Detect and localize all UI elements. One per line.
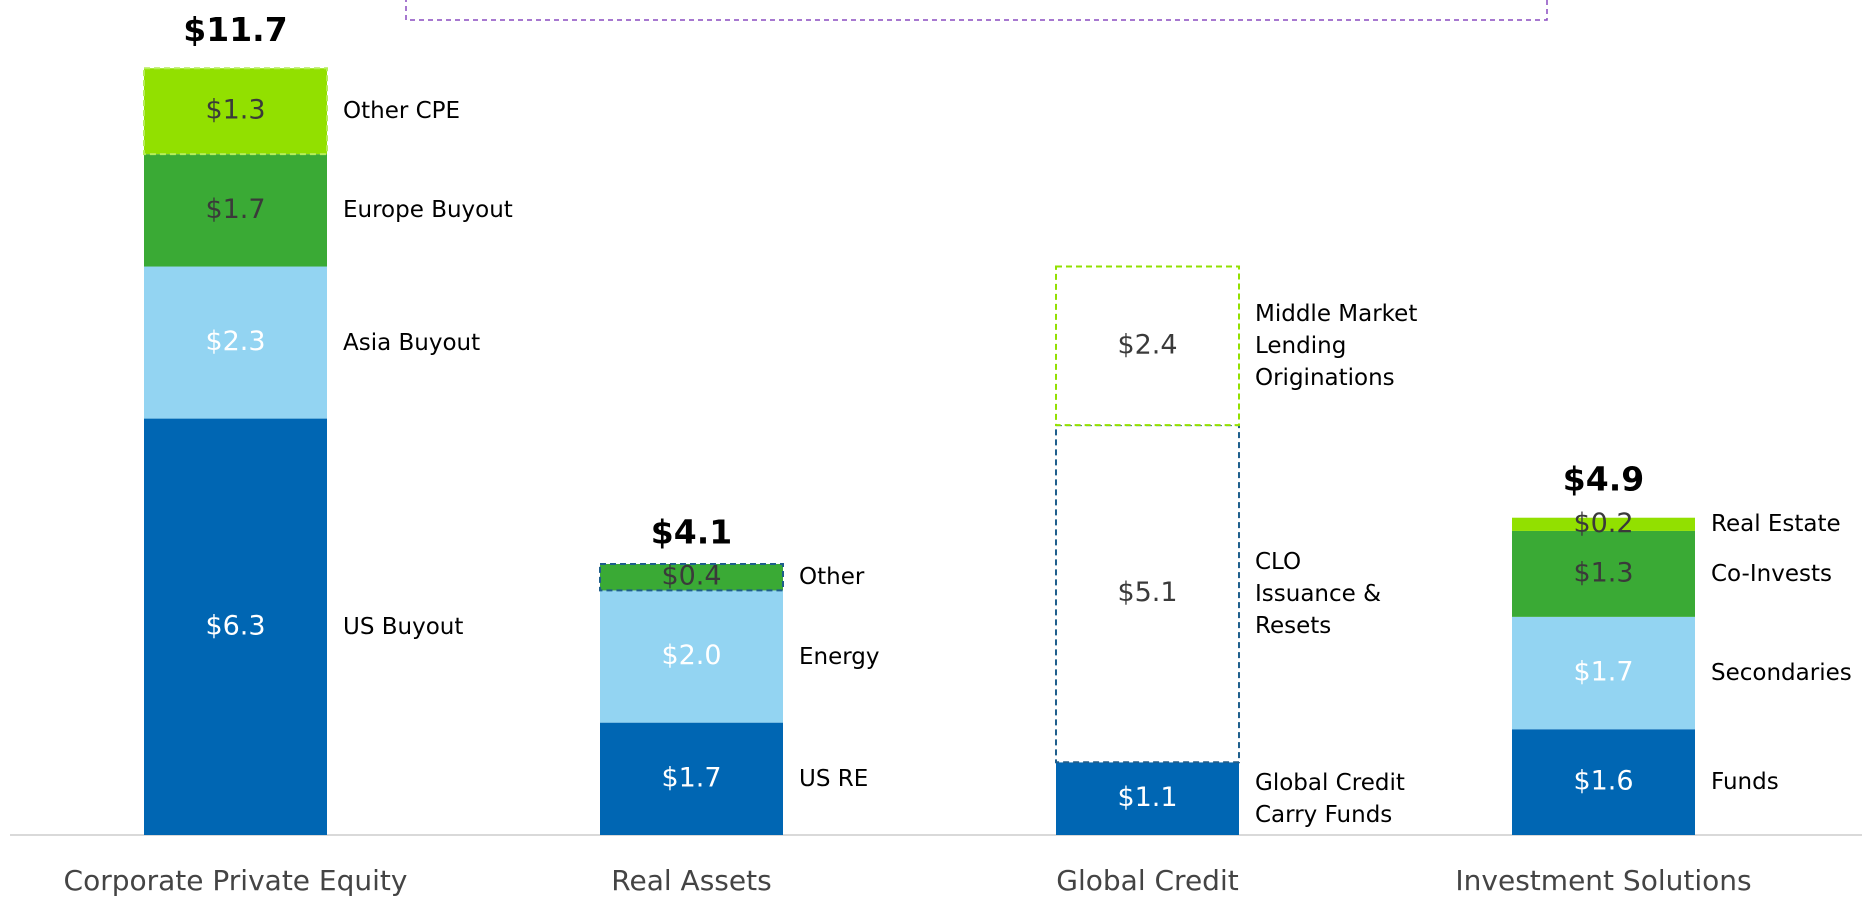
value-label: $0.2 (1573, 508, 1633, 539)
value-label: $1.7 (1573, 657, 1633, 688)
value-label: $1.1 (1117, 782, 1177, 813)
value-label: $1.3 (1573, 557, 1633, 588)
segment-name-box: Secondaries (1711, 660, 1852, 687)
segment-name: US Buyout (343, 613, 464, 640)
bar-segment (1056, 762, 1239, 835)
x-tick-label: Global Credit (1056, 864, 1238, 897)
segment-name: Global Credit Carry Funds (1255, 769, 1405, 828)
value-label: $1.6 (1573, 766, 1633, 797)
value-label: $1.7 (661, 762, 721, 793)
title-box (405, 0, 1548, 21)
x-tick-label: Real Assets (611, 864, 771, 897)
bar-segment (600, 590, 783, 723)
bar-segment (599, 562, 784, 592)
total-label: $11.7 (183, 10, 287, 49)
value-label: $6.3 (205, 610, 265, 641)
segment-name-box: Other CPE (343, 98, 461, 125)
segment-name-box: Other (799, 564, 865, 591)
bar-segment (1512, 517, 1695, 531)
value-label: $2.3 (205, 326, 265, 357)
segment-name: Middle Market Lending Originations (1255, 300, 1418, 391)
segment-name-box: Co-Invests (1711, 560, 1832, 587)
bar-segment (1512, 616, 1695, 730)
value-label: $5.1 (1117, 577, 1177, 608)
bar-segment (1512, 530, 1695, 617)
x-tick-label: Investment Solutions (1455, 864, 1751, 897)
bar-segment (144, 266, 327, 419)
segment-name: Co-Invests (1711, 560, 1832, 587)
segment-name: US RE (799, 765, 869, 792)
value-label: $2.4 (1117, 329, 1177, 360)
segment-name: Energy (799, 643, 880, 670)
segment-name: Other (799, 564, 865, 591)
segment-name: Real Estate (1711, 511, 1841, 538)
bar-segment (1055, 265, 1240, 427)
bar-segment (600, 722, 783, 835)
segment-name: Funds (1711, 769, 1779, 796)
x-tick-label: Corporate Private Equity (64, 864, 408, 897)
bar-segment (143, 67, 328, 156)
value-label: $0.4 (661, 561, 721, 592)
value-label: $2.0 (661, 640, 721, 671)
segment-name-box: Europe Buyout (343, 197, 513, 224)
segment-name: Other CPE (343, 98, 461, 125)
bar-segment (1512, 729, 1695, 835)
bar-segment (1055, 424, 1240, 764)
segment-name: CLO Issuance & Resets (1255, 548, 1382, 639)
segment-name: Secondaries (1711, 660, 1852, 687)
segment-name-box: Middle Market Lending Originations (1255, 300, 1418, 391)
segment-name-box: US RE (799, 765, 869, 792)
value-label: $1.3 (205, 95, 265, 126)
segment-name-box: Energy (799, 643, 880, 670)
segment-name-box: Asia Buyout (343, 329, 481, 356)
segment-name-box: CLO Issuance & Resets (1255, 548, 1382, 639)
segment-name: Europe Buyout (343, 197, 513, 224)
segment-name: Asia Buyout (343, 329, 481, 356)
segment-name-box: US Buyout (343, 613, 464, 640)
segment-name-box: Real Estate (1711, 511, 1841, 538)
bar-segment (144, 154, 327, 267)
bar-segment (144, 418, 327, 835)
total-label: $4.9 (1563, 460, 1644, 499)
segment-name-box: Funds (1711, 769, 1779, 796)
segment-name-box: Global Credit Carry Funds (1255, 769, 1405, 828)
total-label: $4.1 (651, 512, 732, 551)
value-label: $1.7 (205, 194, 265, 225)
